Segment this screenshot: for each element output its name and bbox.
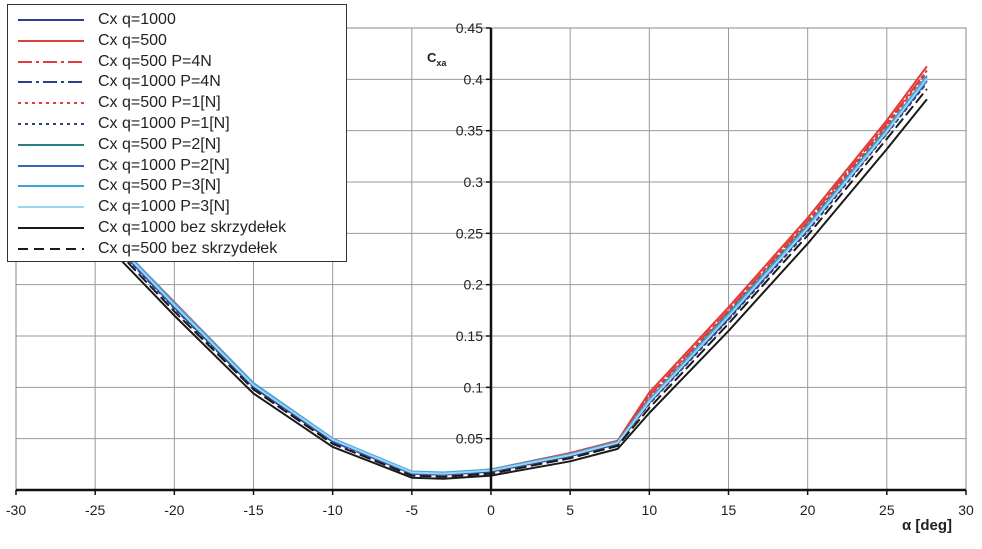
x-tick-label: 5 xyxy=(566,502,574,518)
y-tick-label: 0.15 xyxy=(456,328,483,344)
legend-label: Cx q=500 P=4N xyxy=(98,52,212,70)
series-lines xyxy=(94,66,928,480)
legend-swatch xyxy=(18,123,84,125)
legend: Cx q=1000 Cx q=500 Cx q=500 P=4N Cx q=1000 … xyxy=(7,4,347,262)
legend-swatch xyxy=(18,60,84,63)
legend-label: Cx q=1000 bez skrzydełek xyxy=(98,219,287,236)
axes xyxy=(15,27,967,495)
legend-item: Cx q=1000 bez skrzydełek xyxy=(16,218,346,239)
legend-label: Cx q=500 P=1[N] xyxy=(98,94,221,112)
legend-label: Cx q=1000 P=3[N] xyxy=(98,198,230,216)
x-tick-label: -20 xyxy=(164,502,184,518)
x-tick-label: -10 xyxy=(323,502,343,518)
legend-swatch xyxy=(18,247,84,250)
y-tick-label: 0.2 xyxy=(464,277,484,293)
series-line-11 xyxy=(94,98,928,480)
legend-item: Cx q=500 P=2[N] xyxy=(16,135,346,156)
y-tick-label: 0.25 xyxy=(456,225,483,241)
legend-label: Cx q=500 P=3[N] xyxy=(98,177,221,195)
legend-item: Cx q=1000 P=1[N] xyxy=(16,114,346,135)
y-tick-label: 0.4 xyxy=(464,71,484,87)
y-tick-label: 0.3 xyxy=(464,174,484,190)
y-axis-label-sub: xa xyxy=(436,58,447,68)
x-tick-label: 0 xyxy=(487,502,495,518)
y-axis-label: Cxa xyxy=(427,50,447,68)
legend-swatch xyxy=(18,102,84,105)
legend-swatch xyxy=(18,19,84,21)
x-tick-label: 20 xyxy=(800,502,816,518)
tick-labels: -30 -25 -20 -15 -10 -5 0 5 10 15 20 25 30 0.05 0.1 0.15… xyxy=(6,20,974,518)
legend-item: Cx q=500 P=3[N] xyxy=(16,176,346,197)
legend-swatch xyxy=(18,39,84,42)
legend-swatch xyxy=(18,164,84,167)
legend-item: Cx q=500 xyxy=(16,31,346,52)
legend-label: Cx q=1000 xyxy=(98,11,176,28)
series-line-12 xyxy=(94,88,928,478)
y-axis-label-main: C xyxy=(427,50,437,65)
legend-swatch xyxy=(18,227,84,229)
legend-label: Cx q=1000 P=1[N] xyxy=(98,115,230,132)
legend-item: Cx q=1000 P=4N xyxy=(16,72,346,93)
legend-label: Cx q=500 bez skrzydełek xyxy=(98,239,278,257)
x-tick-label: -30 xyxy=(6,502,26,518)
y-tick-label: 0.1 xyxy=(464,379,484,395)
x-tick-label: -5 xyxy=(406,502,419,518)
y-tick-label: 0.45 xyxy=(456,20,483,36)
legend-label: Cx q=1000 P=2[N] xyxy=(98,156,230,174)
legend-label: Cx q=1000 P=4N xyxy=(98,73,221,91)
x-tick-label: 15 xyxy=(721,502,737,518)
y-tick-label: 0.05 xyxy=(456,431,483,447)
legend-item: Cx q=1000 xyxy=(16,10,346,31)
legend-label: Cx q=500 xyxy=(98,31,167,49)
legend-item: Cx q=1000 P=3[N] xyxy=(16,197,346,218)
x-tick-label: 10 xyxy=(642,502,658,518)
x-axis-label: α [deg] xyxy=(902,517,952,534)
series-line-10 xyxy=(94,78,928,475)
y-tick-label: 0.35 xyxy=(456,123,483,139)
x-tick-label: -15 xyxy=(243,502,263,518)
legend-item: Cx q=500 P=1[N] xyxy=(16,93,346,114)
x-tick-label: 25 xyxy=(879,502,895,518)
legend-swatch xyxy=(18,206,84,209)
legend-swatch xyxy=(18,81,84,84)
legend-item: Cx q=1000 P=2[N] xyxy=(16,156,346,177)
legend-label: Cx q=500 P=2[N] xyxy=(98,135,221,153)
x-tick-label: -25 xyxy=(85,502,105,518)
legend-item: Cx q=500 P=4N xyxy=(16,52,346,73)
legend-swatch xyxy=(18,185,84,188)
legend-item: Cx q=500 bez skrzydełek xyxy=(16,239,346,260)
legend-swatch xyxy=(18,143,84,146)
x-tick-label: 30 xyxy=(958,502,974,518)
